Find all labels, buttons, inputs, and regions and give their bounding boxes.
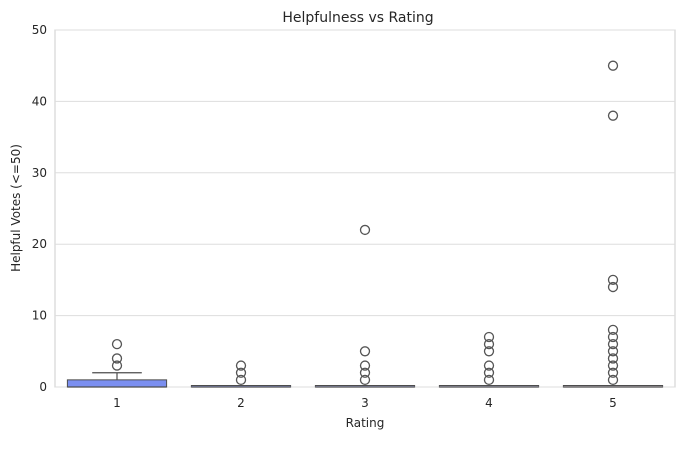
outlier-point — [483, 339, 495, 350]
y-axis-label: Helpful Votes (<=50) — [9, 144, 23, 272]
outlier-point — [111, 339, 123, 350]
outlier-point — [607, 110, 619, 121]
outlier-point — [359, 346, 371, 357]
outlier-point — [607, 360, 619, 371]
outlier-point — [607, 339, 619, 350]
outlier-point — [607, 60, 619, 71]
outlier-point — [483, 360, 495, 371]
y-tick-labels: 0 10 20 30 40 50 — [32, 23, 47, 394]
y-tick-label: 50 — [32, 23, 47, 37]
x-tick-label: 2 — [237, 396, 245, 410]
y-tick-label: 0 — [39, 380, 47, 394]
outlier-point — [483, 346, 495, 357]
outlier-point — [359, 360, 371, 371]
box-group-3 — [314, 224, 416, 388]
outlier-point — [607, 367, 619, 378]
box-group-1 — [66, 339, 168, 388]
outlier-point — [607, 331, 619, 343]
y-tick-label: 30 — [32, 166, 47, 180]
outlier-point — [111, 360, 123, 371]
outlier-point — [111, 353, 123, 364]
y-tick-label: 20 — [32, 237, 47, 251]
outlier-point — [607, 274, 619, 286]
outlier-point — [483, 367, 495, 378]
x-tick-label: 4 — [485, 396, 493, 410]
x-axis-label: Rating — [346, 416, 385, 430]
outlier-point — [607, 353, 619, 364]
box-1 — [66, 379, 168, 388]
outlier-point — [607, 346, 619, 357]
outlier-point — [607, 324, 619, 336]
outlier-point — [235, 374, 247, 386]
outlier-point — [235, 360, 247, 371]
outlier-point — [607, 281, 619, 293]
outlier-point — [235, 367, 247, 378]
chart-title: Helpfulness vs Rating — [282, 10, 433, 26]
outlier-point — [359, 224, 371, 236]
y-tick-label: 40 — [32, 94, 47, 108]
outlier-point — [359, 367, 371, 378]
x-tick-labels: 1 2 3 4 5 — [113, 396, 617, 410]
plot-area — [54, 29, 676, 388]
outlier-point — [607, 374, 619, 386]
box-group-4 — [438, 331, 540, 388]
y-gridlines — [55, 29, 675, 388]
x-tick-label: 1 — [113, 396, 121, 410]
box-group-5 — [562, 60, 664, 388]
box-group-2 — [190, 360, 292, 388]
box-series — [66, 60, 664, 388]
x-tick-label: 3 — [361, 396, 369, 410]
outlier-point — [483, 331, 495, 343]
x-tick-label: 5 — [609, 396, 617, 410]
outlier-point — [483, 374, 495, 386]
y-tick-label: 10 — [32, 309, 47, 323]
outlier-point — [359, 374, 371, 386]
